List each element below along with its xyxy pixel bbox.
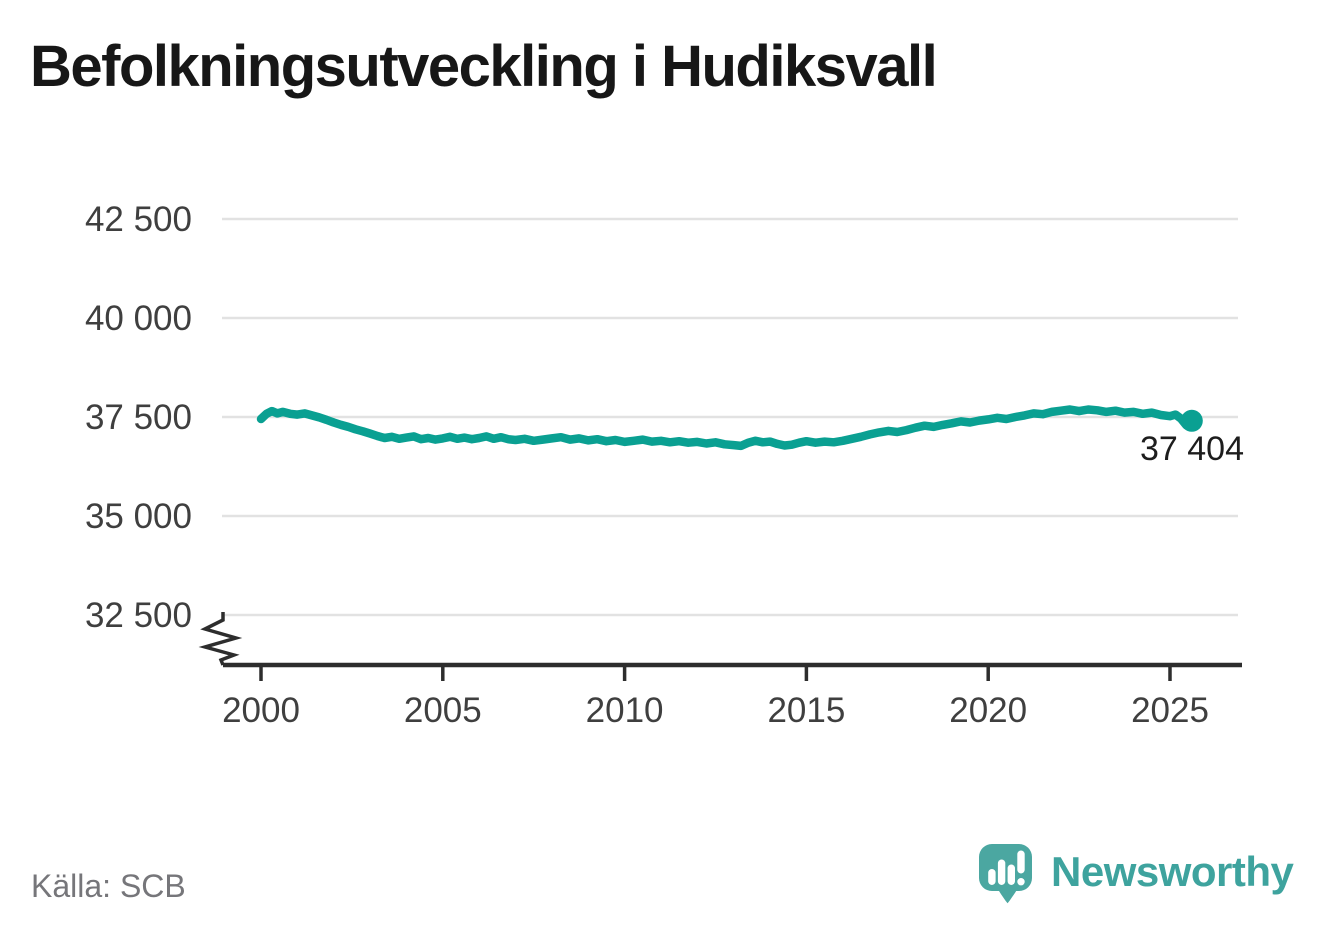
newsworthy-logo-icon	[979, 844, 1032, 904]
logo-bar-1	[988, 869, 996, 885]
population-line	[256, 405, 1197, 451]
page-title: Befolkningsutveckling i Hudiksvall	[30, 34, 938, 99]
y-axis-tick-label: 32 500	[85, 596, 192, 635]
x-axis-tick-label: 2000	[222, 691, 300, 730]
x-axis-tick-label: 2020	[949, 691, 1027, 730]
x-axis-tick-label: 2015	[767, 691, 845, 730]
newsworthy-wordmark: Newsworthy	[1051, 848, 1294, 895]
y-axis-tick-label: 40 000	[85, 299, 192, 338]
end-value-label: 37 404	[1140, 430, 1244, 468]
logo-bar-3	[1007, 864, 1015, 885]
x-axis-tick-label: 2005	[404, 691, 482, 730]
axis-break-zigzag	[198, 612, 243, 666]
logo-bar-2	[997, 859, 1006, 885]
x-axis-tick-label: 2010	[586, 691, 664, 730]
y-axis-tick-label: 42 500	[85, 200, 192, 239]
source-label: Källa: SCB	[31, 868, 186, 904]
newsworthy-logo: Newsworthy	[978, 843, 1294, 907]
end-point-marker	[1180, 409, 1203, 432]
logo-exclamation-bar	[1017, 850, 1025, 874]
y-axis-tick-label: 35 000	[85, 497, 192, 536]
y-axis-tick-label: 37 500	[85, 398, 192, 437]
logo-exclamation-dot	[1017, 878, 1025, 886]
x-axis-tick-label: 2025	[1131, 691, 1209, 730]
